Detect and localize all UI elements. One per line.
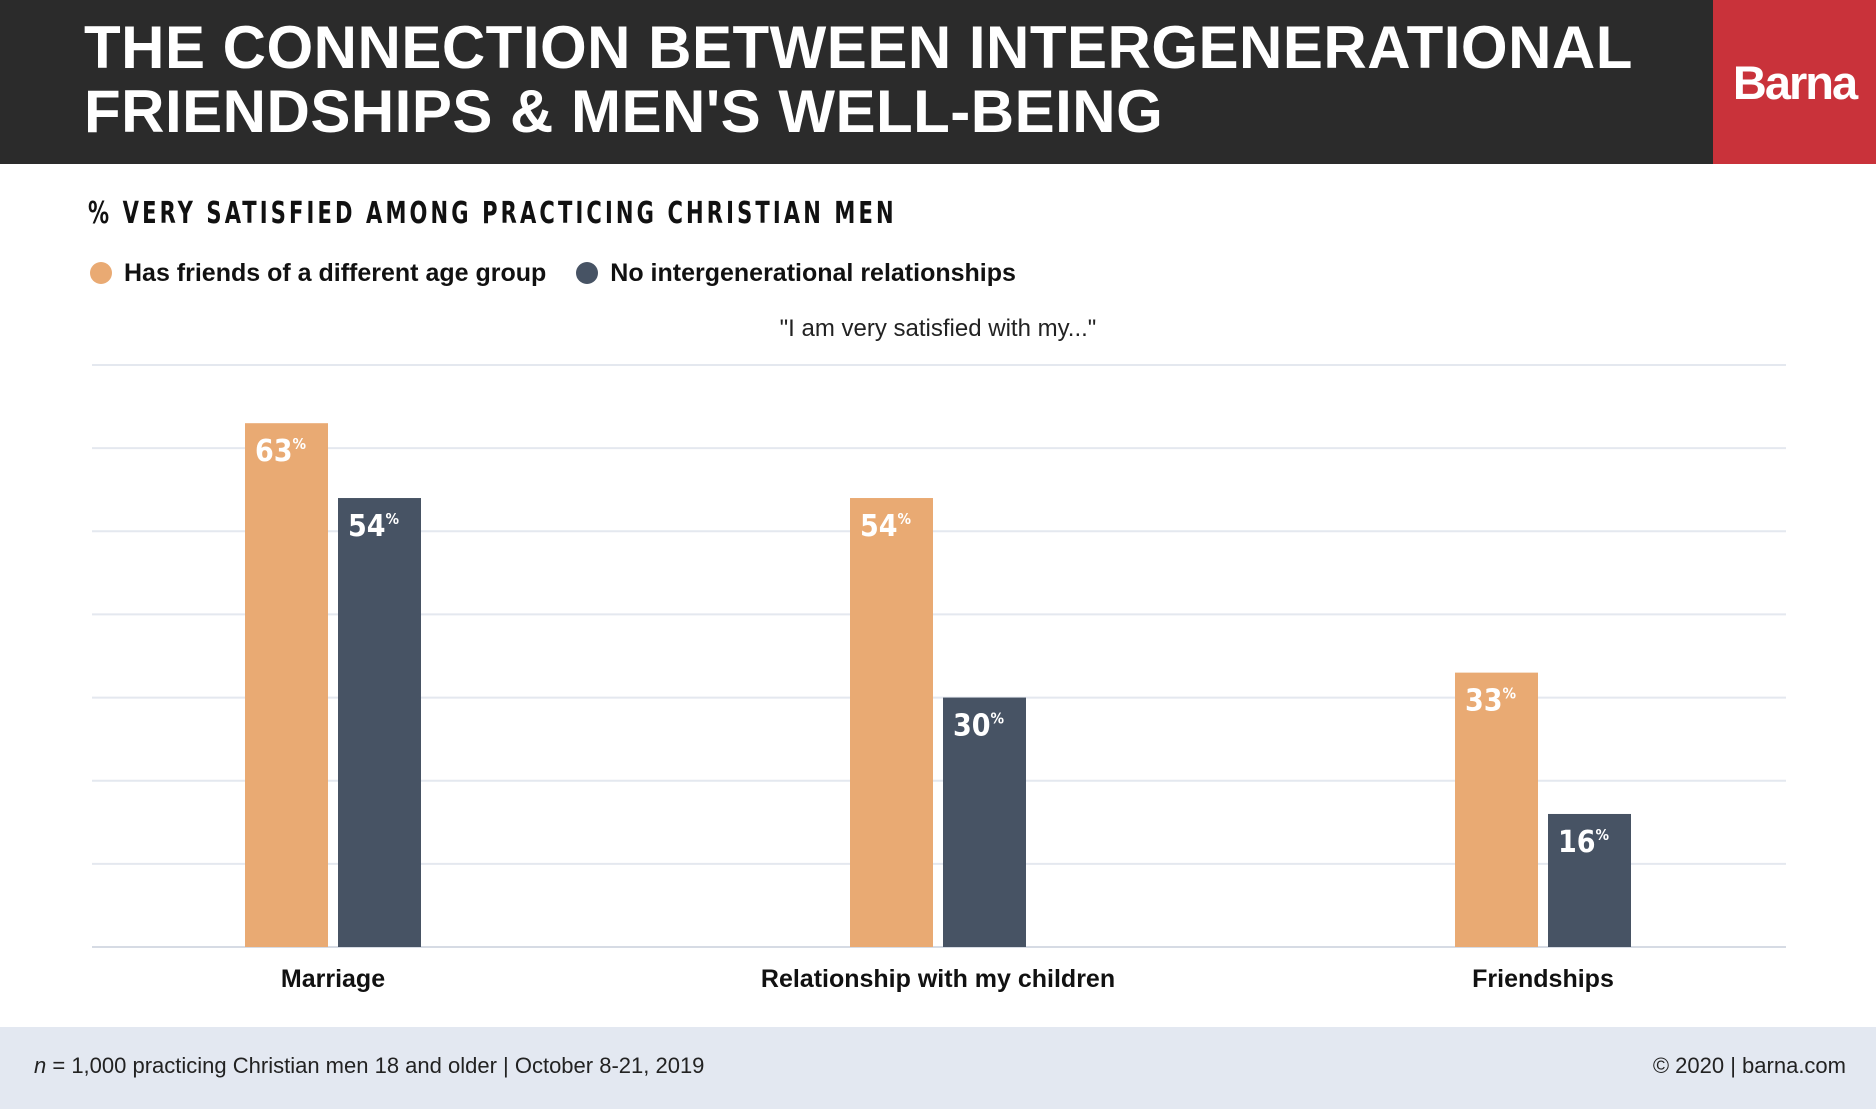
legend: Has friends of a different age group No … xyxy=(90,258,1046,288)
footer-copyright: © 2020 | barna.com xyxy=(1652,1053,1846,1078)
category-label: Marriage xyxy=(281,965,385,993)
title-line-2: FRIENDSHIPS & MEN'S WELL-BEING xyxy=(84,78,1164,145)
footer-n-label: n xyxy=(34,1053,47,1078)
bar-marriage-series-1 xyxy=(245,423,328,947)
page-title: THE CONNECTION BETWEEN INTERGENERATIONAL… xyxy=(84,16,1684,144)
legend-label-series-1: Has friends of a different age group xyxy=(124,258,547,287)
bar-relationship-with-my-children-series-1 xyxy=(850,498,933,947)
chart-subtitle: % VERY SATISFIED AMONG PRACTICING CHRIST… xyxy=(88,196,897,231)
footer: n = 1,000 practicing Christian men 18 an… xyxy=(0,1027,1876,1109)
category-label: Relationship with my children xyxy=(761,965,1115,993)
barna-logo: Barna xyxy=(1713,0,1876,164)
footer-sample-text: = 1,000 practicing Christian men 18 and … xyxy=(46,1053,705,1078)
category-label: Friendships xyxy=(1472,965,1614,993)
logo-text: Barna xyxy=(1732,55,1858,109)
data-label: 16% xyxy=(1558,825,1610,860)
legend-label-series-2: No intergenerational relationships xyxy=(610,258,1016,287)
legend-item-series-2: No intergenerational relationships xyxy=(576,259,1016,288)
header: THE CONNECTION BETWEEN INTERGENERATIONAL… xyxy=(0,0,1876,164)
title-line-1: THE CONNECTION BETWEEN INTERGENERATIONAL xyxy=(84,14,1633,81)
chart-caption: "I am very satisfied with my..." xyxy=(779,315,1097,342)
bar-relationship-with-my-children-series-2 xyxy=(943,697,1026,947)
legend-item-series-1: Has friends of a different age group xyxy=(90,259,546,288)
legend-swatch-series-2 xyxy=(576,262,599,284)
bar-friendships-series-1 xyxy=(1455,672,1538,947)
footer-sample-note: n = 1,000 practicing Christian men 18 an… xyxy=(34,1053,704,1079)
bar-marriage-series-2 xyxy=(338,498,421,947)
data-label: 33% xyxy=(1465,684,1517,719)
bar-friendships-series-2 xyxy=(1548,813,1631,947)
legend-swatch-series-1 xyxy=(90,262,112,284)
